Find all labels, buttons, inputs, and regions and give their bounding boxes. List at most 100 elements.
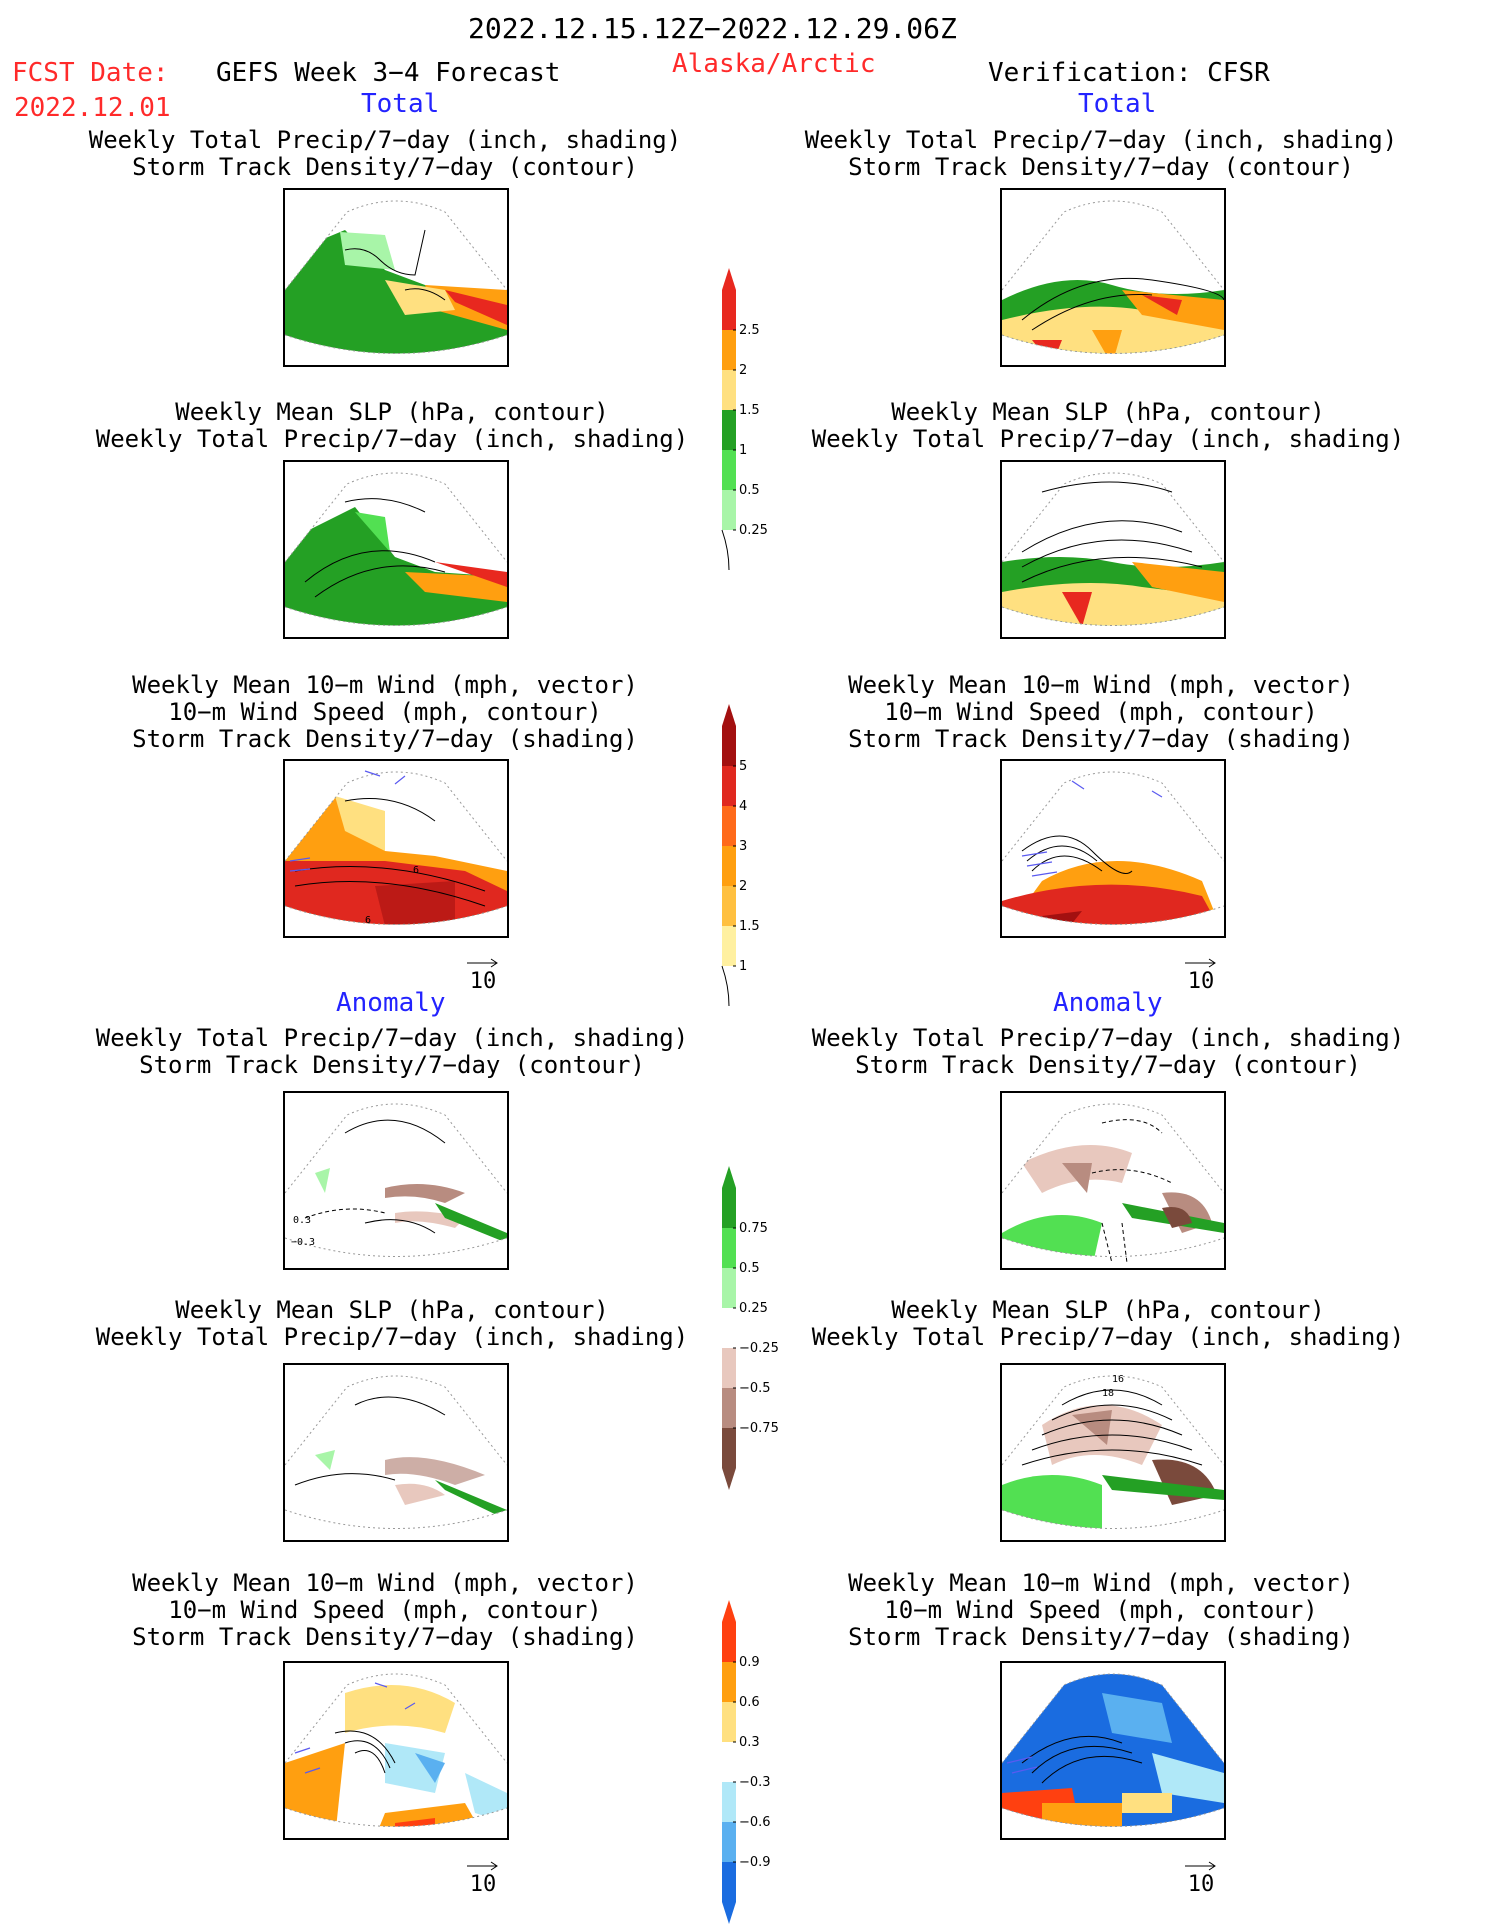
caption-slp-precip-total-fcst: Weekly Mean SLP (hPa, contour) Weekly Tot… bbox=[42, 399, 742, 453]
caption-line: Storm Track Density/7−day (contour) bbox=[132, 153, 638, 181]
caption-wind-total-cfsr: Weekly Mean 10−m Wind (mph, vector) 10−m … bbox=[751, 672, 1451, 753]
colorbar-segment bbox=[722, 926, 736, 966]
caption-slp-precip-total-cfsr: Weekly Mean SLP (hPa, contour) Weekly Tot… bbox=[758, 399, 1458, 453]
colorbar-segment bbox=[722, 846, 736, 886]
fcst-date-label: FCST Date: bbox=[12, 58, 169, 88]
map-slp-precip-anom-cfsr: 16 18 bbox=[1000, 1363, 1226, 1542]
caption-line: Weekly Total Precip/7−day (inch, shading… bbox=[804, 126, 1398, 154]
caption-line: Weekly Mean 10−m Wind (mph, vector) bbox=[848, 1569, 1354, 1597]
map-precip-storm-total-fcst bbox=[283, 188, 509, 367]
caption-line: Storm Track Density/7−day (shading) bbox=[132, 725, 638, 753]
colorbar-segment bbox=[722, 1702, 736, 1742]
map-wind-anom-fcst bbox=[283, 1661, 509, 1840]
colorbar-segment bbox=[722, 1822, 736, 1862]
colorbar-precip-total: 2.5 2 1.5 1 0.5 0.25 bbox=[721, 268, 802, 574]
caption-precip-storm-anom-fcst: Weekly Total Precip/7−day (inch, shading… bbox=[42, 1025, 742, 1079]
caption-slp-precip-anom-cfsr: Weekly Mean SLP (hPa, contour) Weekly Tot… bbox=[758, 1297, 1458, 1351]
colorbar-segment bbox=[722, 1862, 736, 1902]
vector-scale-anom-cfsr: 10 bbox=[1181, 1860, 1221, 1897]
colorbar-segment bbox=[722, 1268, 736, 1308]
caption-slp-precip-anom-fcst: Weekly Mean SLP (hPa, contour) Weekly Tot… bbox=[42, 1297, 742, 1351]
fcst-date-value: 2022.12.01 bbox=[14, 93, 171, 123]
colorbar-tick-label: 1.5 bbox=[739, 403, 760, 418]
caption-line: Storm Track Density/7−day (shading) bbox=[132, 1623, 638, 1651]
colorbar-tick-label: −0.9 bbox=[739, 1855, 771, 1870]
section-anomaly-right: Anomaly bbox=[1053, 988, 1163, 1018]
colorbar-tick-label: −0.75 bbox=[739, 1421, 779, 1436]
colorbar-top-triangle bbox=[722, 1600, 736, 1622]
colorbar-segment bbox=[722, 806, 736, 846]
vector-scale-value: 10 bbox=[469, 1872, 497, 1897]
date-range-title: 2022.12.15.12Z−2022.12.29.06Z bbox=[468, 12, 957, 45]
map-wind-anom-cfsr bbox=[1000, 1661, 1226, 1840]
colorbar-storm-total: 5 4 3 2 1.5 1 bbox=[721, 704, 802, 1010]
caption-wind-anom-cfsr: Weekly Mean 10−m Wind (mph, vector) 10−m … bbox=[751, 1570, 1451, 1651]
caption-line: 10−m Wind Speed (mph, contour) bbox=[168, 698, 602, 726]
verification-title: Verification: CFSR bbox=[988, 58, 1270, 88]
colorbar-segment bbox=[722, 1742, 736, 1782]
caption-line: Weekly Total Precip/7−day (inch, shading… bbox=[811, 1323, 1405, 1351]
map-wind-total-cfsr bbox=[1000, 759, 1226, 938]
colorbar-top-triangle bbox=[722, 704, 736, 726]
colorbar-tick-label: 0.25 bbox=[739, 523, 768, 538]
colorbar-top-triangle bbox=[722, 268, 736, 290]
colorbar-tick-label: −0.3 bbox=[739, 1775, 771, 1790]
colorbar-graphic: 0.9 0.6 0.3 −0.3 −0.6 −0.9 bbox=[722, 1600, 771, 1924]
colorbar-tick-label: 5 bbox=[739, 759, 747, 774]
colorbar-bottom-triangle bbox=[722, 1468, 736, 1490]
colorbar-tick-label: 2 bbox=[739, 363, 747, 378]
colorbar-tick-label: 3 bbox=[739, 839, 747, 854]
contour-label: 6 bbox=[413, 865, 419, 876]
contour-label: 0.3 bbox=[293, 1215, 311, 1226]
colorbar-graphic: 0.75 0.5 0.25 −0.25 −0.5 −0.75 bbox=[722, 1166, 779, 1490]
vector-scale-anom-fcst: 10 bbox=[463, 1860, 503, 1897]
colorbar-segment bbox=[722, 1348, 736, 1388]
colorbar-segment bbox=[722, 1308, 736, 1348]
arrow-right-icon bbox=[467, 958, 498, 968]
colorbar-segment bbox=[722, 1662, 736, 1702]
vector-scale-total-cfsr: 10 bbox=[1181, 957, 1221, 994]
colorbar-tick-label: 0.9 bbox=[739, 1655, 760, 1670]
colorbar-segment bbox=[722, 1228, 736, 1268]
section-anomaly-left: Anomaly bbox=[336, 988, 446, 1018]
caption-line: 10−m Wind Speed (mph, contour) bbox=[884, 1596, 1318, 1624]
colorbar-segment bbox=[722, 1188, 736, 1228]
map-slp-precip-anom-fcst bbox=[283, 1363, 509, 1542]
colorbar-segment bbox=[722, 766, 736, 806]
colorbar-segment bbox=[722, 410, 736, 450]
map-precip-storm-total-cfsr bbox=[1000, 188, 1226, 367]
colorbar-segment bbox=[722, 1428, 736, 1468]
map-slp-precip-total-fcst bbox=[283, 460, 509, 639]
colorbar-segment bbox=[722, 370, 736, 410]
caption-line: Weekly Total Precip/7−day (inch, shading… bbox=[95, 1323, 689, 1351]
caption-line: Weekly Total Precip/7−day (inch, shading… bbox=[88, 126, 682, 154]
caption-line: Weekly Mean 10−m Wind (mph, vector) bbox=[132, 1569, 638, 1597]
colorbar-tick-label: 0.75 bbox=[739, 1221, 768, 1236]
caption-line: Weekly Mean 10−m Wind (mph, vector) bbox=[848, 671, 1354, 699]
colorbar-tick-label: 0.5 bbox=[739, 1261, 760, 1276]
caption-line: Weekly Total Precip/7−day (inch, shading… bbox=[95, 1024, 689, 1052]
colorbar-tick-label: −0.6 bbox=[739, 1815, 771, 1830]
colorbar-tick-label: −0.25 bbox=[739, 1341, 779, 1356]
caption-wind-anom-fcst: Weekly Mean 10−m Wind (mph, vector) 10−m … bbox=[35, 1570, 735, 1651]
caption-precip-storm-anom-cfsr: Weekly Total Precip/7−day (inch, shading… bbox=[758, 1025, 1458, 1079]
colorbar-bottom-triangle bbox=[722, 1902, 736, 1924]
colorbar-graphic: 5 4 3 2 1.5 1 bbox=[721, 704, 760, 1007]
colorbar-precip-anom: 0.75 0.5 0.25 −0.25 −0.5 −0.75 bbox=[722, 1166, 802, 1494]
colorbar-tick-label: 1 bbox=[739, 443, 747, 458]
caption-line: Weekly Mean SLP (hPa, contour) bbox=[891, 1296, 1325, 1324]
model-title: GEFS Week 3−4 Forecast bbox=[216, 58, 561, 88]
caption-precip-storm-total-fcst: Weekly Total Precip/7−day (inch, shading… bbox=[35, 127, 735, 181]
caption-line: 10−m Wind Speed (mph, contour) bbox=[884, 698, 1318, 726]
colorbar-segment bbox=[722, 1622, 736, 1662]
contour-label: 18 bbox=[1102, 1388, 1114, 1399]
colorbar-segment bbox=[722, 726, 736, 766]
caption-line: Weekly Mean SLP (hPa, contour) bbox=[891, 398, 1325, 426]
contour-label: −0.3 bbox=[291, 1237, 315, 1248]
caption-line: Weekly Total Precip/7−day (inch, shading… bbox=[811, 1024, 1405, 1052]
contour-label: 16 bbox=[1112, 1374, 1124, 1385]
caption-precip-storm-total-cfsr: Weekly Total Precip/7−day (inch, shading… bbox=[751, 127, 1451, 181]
colorbar-tick-label: 0.25 bbox=[739, 1301, 768, 1316]
section-total-left: Total bbox=[361, 89, 440, 119]
colorbar-tick-label: 0.6 bbox=[739, 1695, 760, 1710]
